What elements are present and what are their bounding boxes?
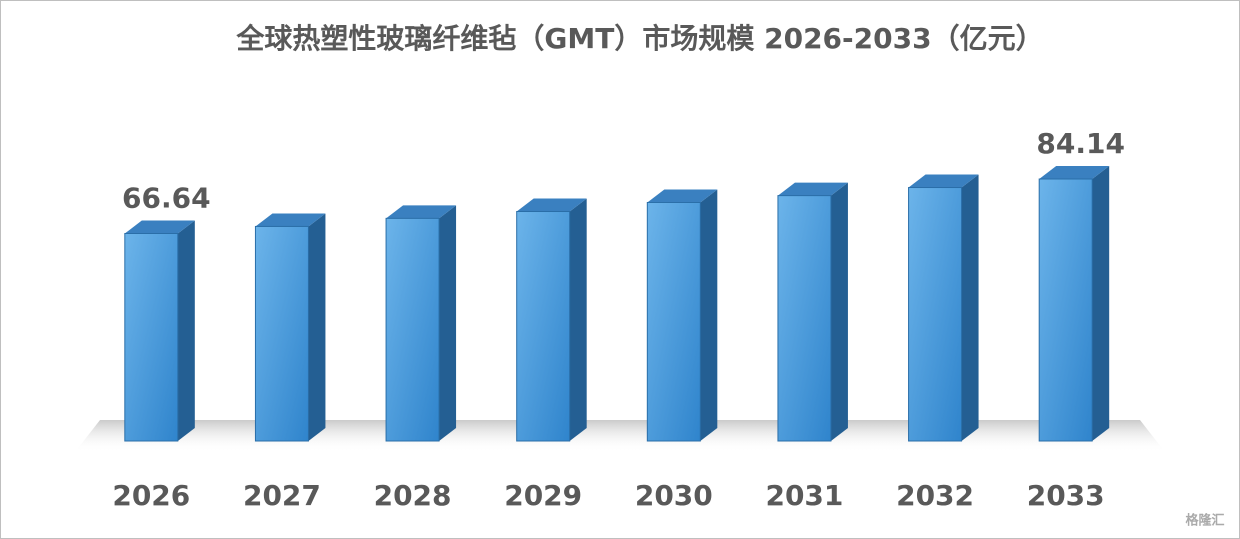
data-label: 66.64 — [122, 181, 211, 214]
bar-top — [386, 205, 457, 219]
bar-side — [439, 205, 457, 441]
bar-side — [700, 189, 718, 441]
x-tick-label: 2026 — [112, 479, 190, 512]
bar — [254, 225, 309, 442]
bar-top — [908, 174, 979, 188]
floor-shadow — [75, 420, 1165, 452]
x-tick-label: 2030 — [635, 479, 713, 512]
bar-top — [124, 220, 195, 234]
bar — [908, 187, 963, 442]
bar-top — [647, 189, 718, 203]
x-tick-label: 2031 — [765, 479, 843, 512]
bar-top — [516, 198, 587, 212]
bar — [124, 232, 179, 442]
bar-side — [961, 174, 979, 441]
data-label: 84.14 — [1036, 127, 1125, 160]
x-tick-label: 2032 — [896, 479, 974, 512]
watermark: 格隆汇 — [1185, 513, 1224, 529]
bar-top — [777, 182, 848, 196]
bar-side — [177, 220, 195, 441]
bar-side — [569, 198, 587, 441]
bar-top — [1039, 166, 1110, 179]
bar — [385, 217, 440, 442]
x-tick-label: 2033 — [1027, 479, 1105, 512]
bar-side — [1092, 166, 1110, 441]
x-tick-label: 2027 — [243, 479, 321, 512]
chart-title: 全球热塑性玻璃纤维毡（GMT）市场规模 2026-2033（亿元） — [235, 22, 1043, 55]
bar — [646, 201, 701, 442]
bar-top — [255, 213, 326, 227]
x-tick-label: 2028 — [374, 479, 452, 512]
bar-side — [830, 182, 848, 442]
bar-side — [308, 213, 326, 441]
bar — [516, 211, 571, 442]
bar — [777, 195, 832, 442]
x-tick-label: 2029 — [504, 479, 582, 512]
bar — [1038, 178, 1093, 442]
